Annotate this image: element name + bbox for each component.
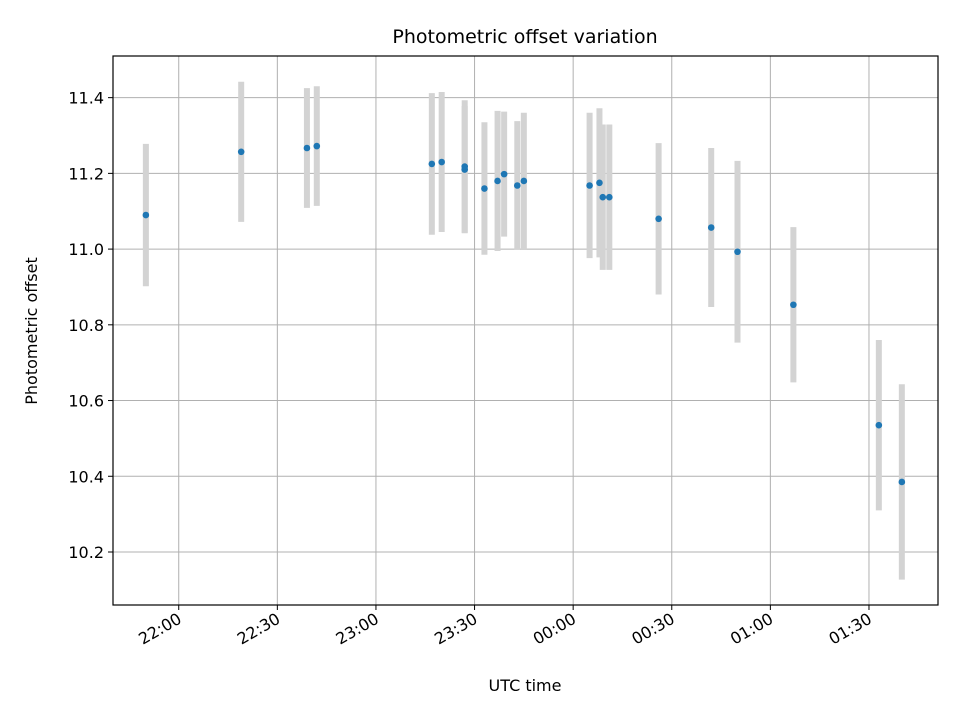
data-point	[520, 177, 528, 185]
data-point	[586, 182, 593, 189]
data-point	[481, 185, 488, 192]
data-point	[500, 170, 508, 178]
data-point	[707, 224, 715, 231]
data-point	[237, 148, 245, 156]
data-point	[313, 142, 321, 150]
x-axis-label: UTC time	[489, 676, 562, 695]
y-axis: 10.2 10.4 10.6 10.8 11.0 11.2 11.4	[68, 89, 113, 562]
data-point	[461, 163, 468, 170]
y-axis-label: Photometric offset	[22, 257, 41, 405]
plot-frame	[112, 55, 939, 606]
data-point	[898, 478, 906, 486]
data-point	[655, 215, 662, 223]
data-points	[142, 142, 906, 486]
data-point	[494, 177, 501, 185]
y-tick-label: 11.4	[68, 89, 104, 108]
data-point	[596, 179, 603, 187]
y-tick-label: 10.4	[68, 467, 104, 486]
data-point	[599, 193, 607, 201]
y-tick-label: 11.0	[68, 240, 104, 259]
y-tick-label: 10.2	[68, 543, 104, 562]
y-tick-label: 11.2	[68, 164, 104, 183]
data-point	[790, 301, 797, 309]
chart-title: Photometric offset variation	[392, 26, 657, 48]
data-point	[606, 193, 613, 201]
data-point	[438, 158, 445, 166]
data-point	[428, 160, 436, 168]
data-point	[875, 421, 883, 429]
data-point	[734, 248, 741, 256]
y-tick-label: 10.6	[68, 392, 104, 411]
data-point	[513, 182, 521, 189]
y-tick-label: 10.8	[68, 316, 104, 335]
data-point	[142, 211, 150, 219]
data-point	[303, 144, 311, 152]
